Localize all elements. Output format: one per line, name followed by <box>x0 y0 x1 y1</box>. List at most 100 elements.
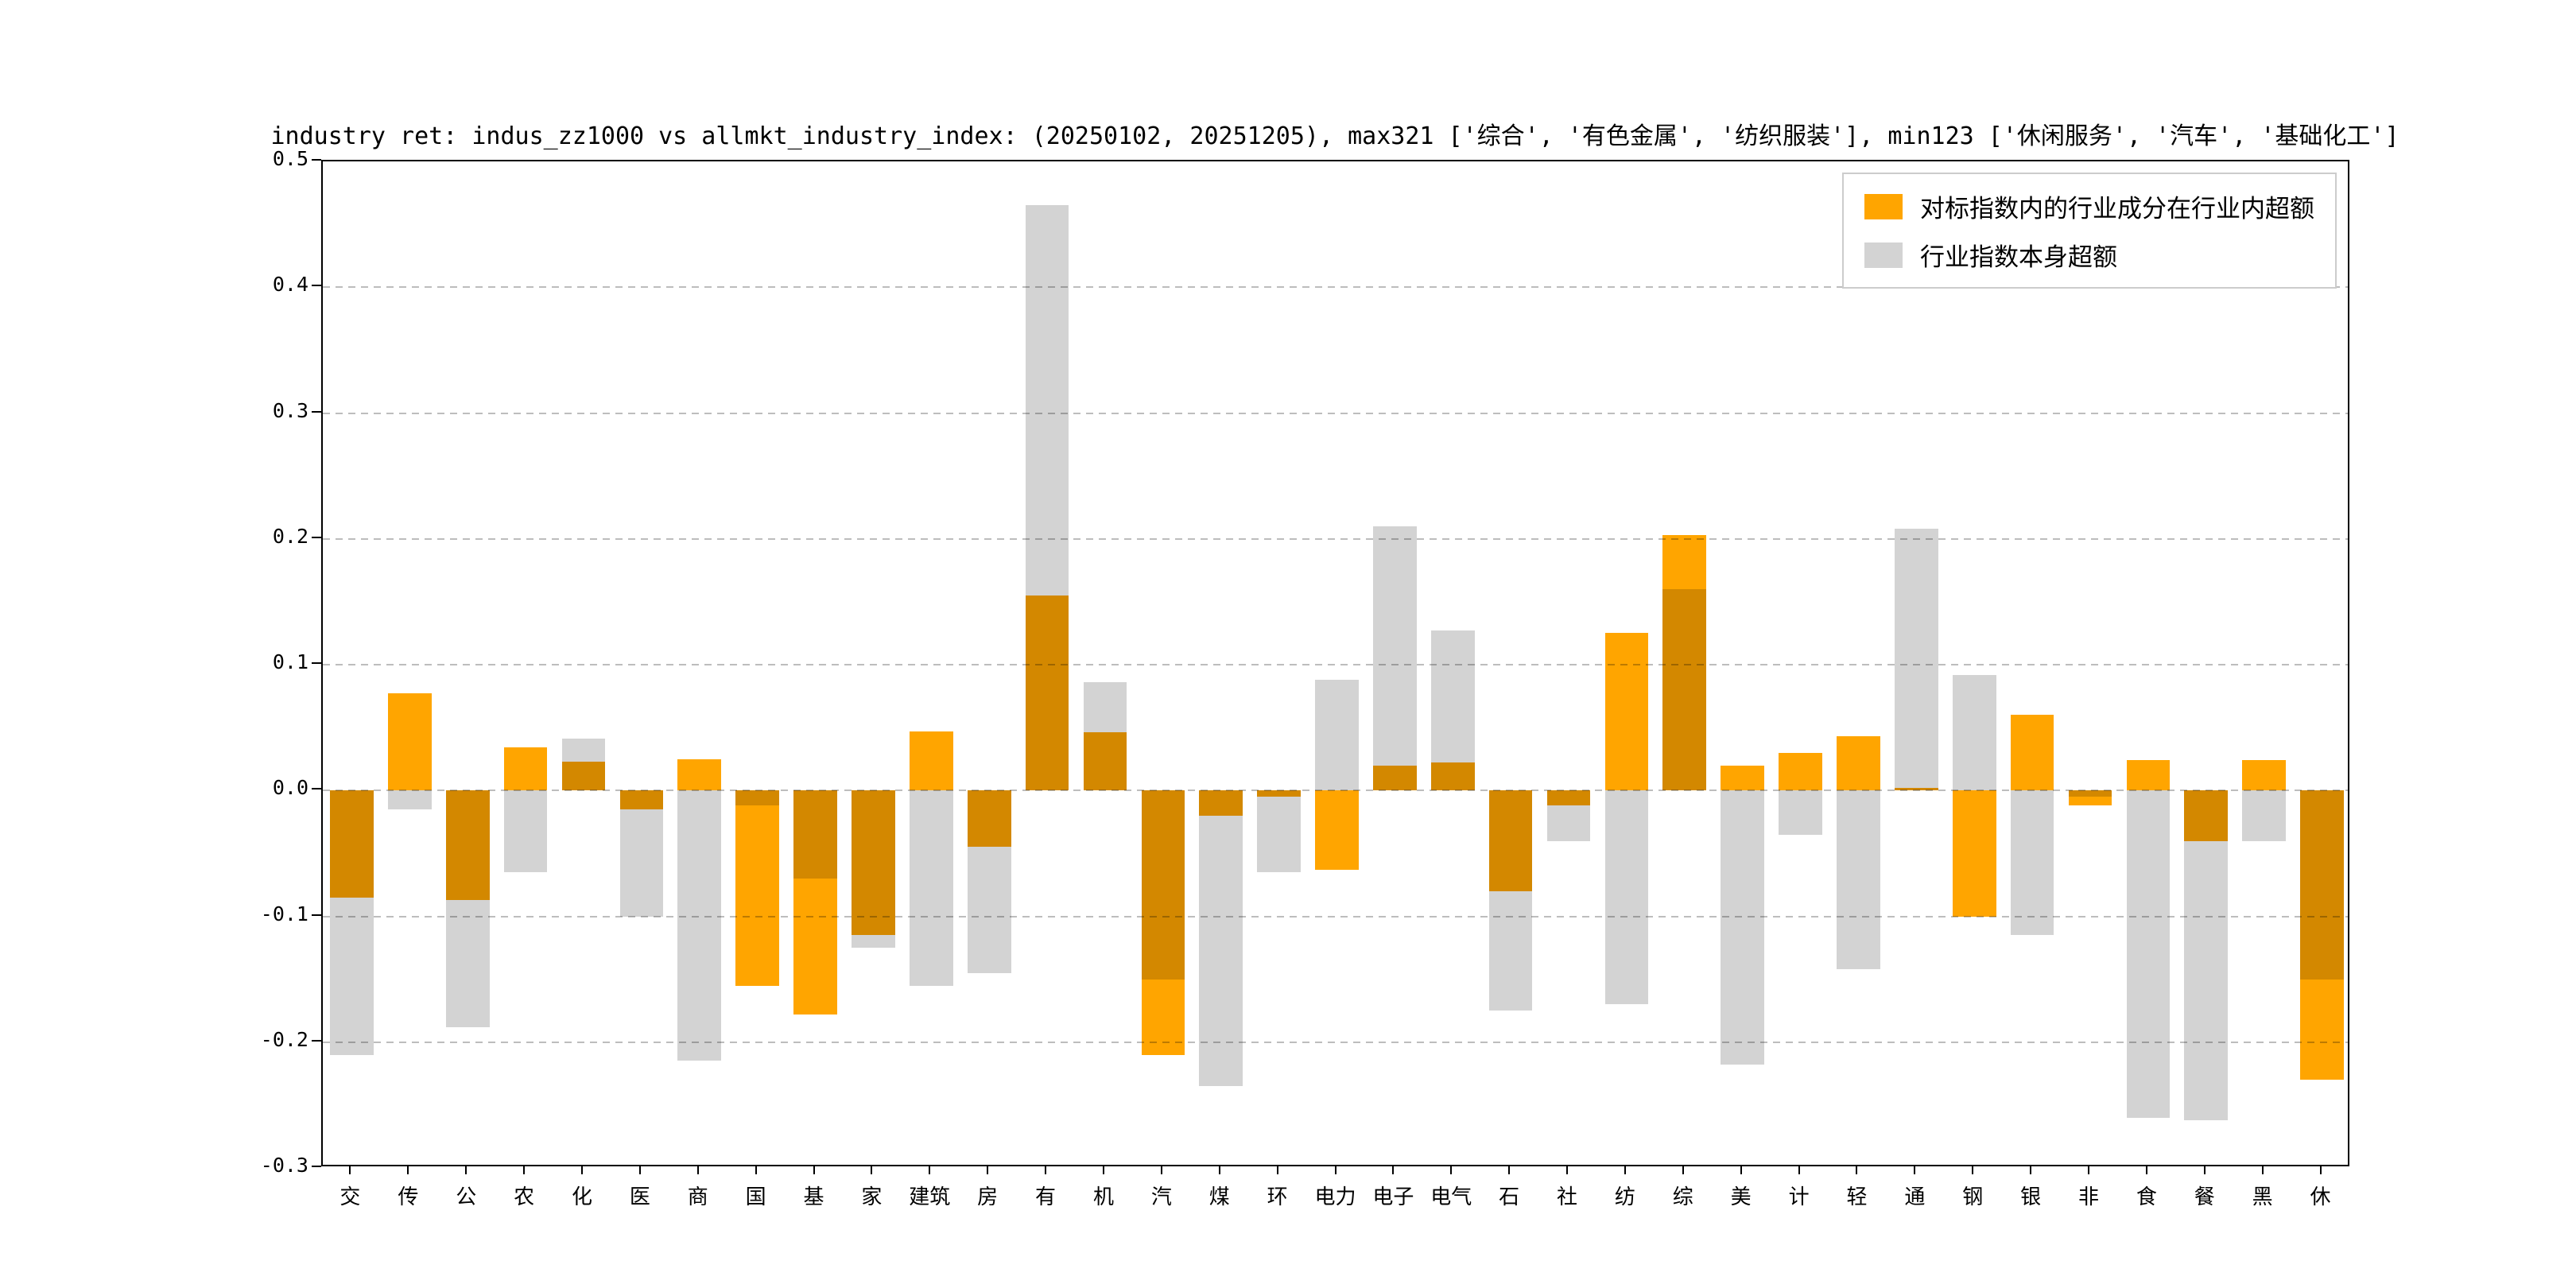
y-tick-label: 0.1 <box>272 650 308 673</box>
x-tick-mark <box>2261 1166 2264 1174</box>
x-tick-label-商: 商 <box>687 1185 708 1209</box>
gray-bar-纺 <box>1604 790 1649 1005</box>
x-tick-mark <box>2319 1166 2322 1174</box>
gray-bar-美 <box>1721 790 1765 1065</box>
y-tick-mark <box>312 788 321 790</box>
x-tick-label-轻: 轻 <box>1846 1185 1868 1209</box>
gray-bar-传 <box>387 790 432 809</box>
x-tick-mark <box>580 1166 583 1174</box>
orange-bar-电力 <box>1315 790 1359 870</box>
orange-bar-非 <box>2068 790 2112 806</box>
x-tick-mark <box>1972 1166 1974 1174</box>
orange-bar-建筑 <box>909 731 953 791</box>
x-tick-mark <box>1798 1166 1800 1174</box>
x-tick-label-汽: 汽 <box>1150 1185 1172 1209</box>
gray-bar-通 <box>1895 529 1938 791</box>
orange-bar-公 <box>445 790 490 900</box>
x-tick-label-家: 家 <box>861 1185 883 1209</box>
x-tick-label-公: 公 <box>456 1185 477 1209</box>
y-tick-label: 0.5 <box>272 147 308 170</box>
x-tick-label-计: 计 <box>1788 1185 1810 1209</box>
gray-bar-建筑 <box>909 790 953 986</box>
orange-bar-交 <box>330 790 374 898</box>
x-tick-mark <box>1160 1166 1162 1174</box>
gray-bar-农 <box>503 790 548 873</box>
orange-bar-汽 <box>1141 790 1185 1055</box>
orange-bar-煤 <box>1199 790 1243 816</box>
orange-bar-餐 <box>2184 790 2229 841</box>
x-tick-mark <box>2203 1166 2206 1174</box>
legend-item: 对标指数内的行业成分在行业内超额 <box>1864 188 2314 224</box>
orange-bar-计 <box>1779 752 1822 791</box>
orange-bar-农 <box>503 747 548 791</box>
orange-bar-通 <box>1895 788 1938 791</box>
orange-bar-传 <box>387 693 432 791</box>
orange-bar-机 <box>1083 732 1127 791</box>
x-tick-label-交: 交 <box>339 1185 361 1209</box>
x-tick-mark <box>1102 1166 1104 1174</box>
y-tick-mark <box>312 914 321 916</box>
gridline <box>323 412 2348 414</box>
y-tick-label: 0.2 <box>272 524 308 548</box>
y-tick-mark <box>312 159 321 161</box>
x-tick-mark <box>1624 1166 1626 1174</box>
orange-bar-银 <box>2010 715 2054 791</box>
x-tick-label-化: 化 <box>571 1185 592 1209</box>
x-tick-mark <box>1450 1166 1453 1174</box>
y-tick-label: 0.3 <box>272 398 308 422</box>
x-tick-mark <box>2145 1166 2147 1174</box>
gray-bar-煤 <box>1199 790 1243 1087</box>
gray-bar-轻 <box>1837 790 1880 969</box>
orange-bar-医 <box>619 790 664 809</box>
orange-bar-电气 <box>1430 762 1475 791</box>
x-tick-label-有: 有 <box>1035 1185 1057 1209</box>
legend-swatch <box>1864 193 1903 219</box>
orange-bar-商 <box>677 758 722 791</box>
x-tick-label-传: 传 <box>398 1185 419 1209</box>
x-tick-label-农: 农 <box>514 1185 535 1209</box>
x-tick-label-综: 综 <box>1672 1185 1693 1209</box>
x-tick-label-机: 机 <box>1092 1185 1114 1209</box>
x-tick-mark <box>813 1166 815 1174</box>
orange-bar-国 <box>735 790 779 986</box>
plot-area: 对标指数内的行业成分在行业内超额行业指数本身超额 <box>321 160 2349 1166</box>
legend-label: 行业指数本身超额 <box>1920 243 2117 272</box>
x-tick-mark <box>987 1166 989 1174</box>
gray-bar-黑 <box>2242 790 2286 841</box>
x-tick-label-纺: 纺 <box>1614 1185 1635 1209</box>
orange-bar-钢 <box>1952 790 1996 917</box>
gray-bar-餐 <box>2184 790 2229 1120</box>
gray-bar-钢 <box>1952 674 1996 791</box>
x-tick-label-基: 基 <box>803 1185 824 1209</box>
orange-bar-轻 <box>1837 736 1880 791</box>
legend-swatch <box>1864 242 1903 268</box>
x-tick-label-休: 休 <box>2310 1185 2331 1209</box>
orange-bar-环 <box>1257 790 1301 797</box>
x-tick-mark <box>929 1166 931 1174</box>
chart-title: industry ret: indus_zz1000 vs allmkt_ind… <box>270 122 2399 150</box>
x-tick-label-电气: 电气 <box>1430 1185 1472 1209</box>
x-tick-label-石: 石 <box>1499 1185 1520 1209</box>
orange-bar-黑 <box>2242 760 2286 791</box>
x-tick-label-非: 非 <box>2077 1185 2099 1209</box>
y-tick-label: -0.3 <box>260 1154 308 1177</box>
y-tick-mark <box>312 662 321 664</box>
x-tick-mark <box>871 1166 873 1174</box>
orange-bar-基 <box>793 790 837 1014</box>
gray-bar-计 <box>1779 790 1822 835</box>
x-tick-label-餐: 餐 <box>2194 1185 2215 1209</box>
x-tick-mark <box>1276 1166 1278 1174</box>
y-tick-mark <box>312 285 321 287</box>
y-tick-label: 0.0 <box>272 776 308 800</box>
x-tick-label-煤: 煤 <box>1208 1185 1230 1209</box>
gray-bar-电子 <box>1373 526 1417 791</box>
x-tick-mark <box>523 1166 526 1174</box>
x-tick-label-电子: 电子 <box>1372 1185 1414 1209</box>
gray-bar-电力 <box>1315 679 1359 791</box>
gridline <box>323 537 2348 540</box>
x-tick-label-通: 通 <box>1904 1185 1926 1209</box>
orange-bar-电子 <box>1373 765 1417 791</box>
orange-bar-石 <box>1488 790 1533 891</box>
x-tick-label-黑: 黑 <box>2252 1185 2273 1209</box>
x-tick-mark <box>1508 1166 1511 1174</box>
